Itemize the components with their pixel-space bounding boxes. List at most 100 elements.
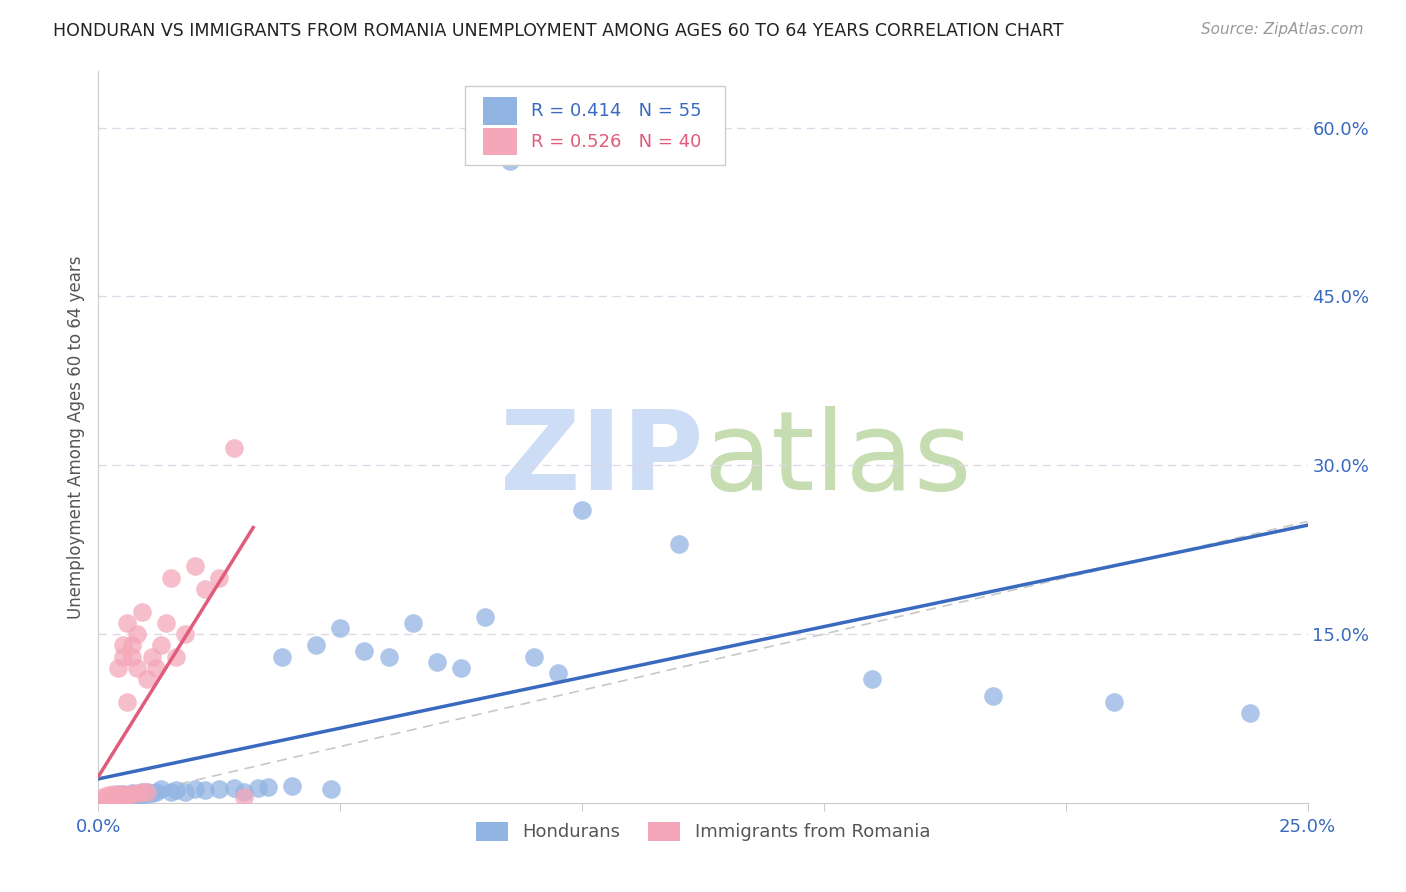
Point [111,789,134,803]
Point [141,649,163,664]
Point [523,649,546,664]
Bar [482,128,517,155]
Bar [482,97,517,125]
Point [547,666,569,681]
Point [111,789,134,803]
Point [150,638,173,652]
Point [127,788,149,802]
Point [150,782,173,797]
Point [107,791,129,805]
Point [131,788,153,802]
Point [353,644,375,658]
Point [131,605,153,619]
Point [329,621,352,635]
Point [107,787,129,801]
Point [91,790,114,805]
Text: R = 0.526   N = 40: R = 0.526 N = 40 [531,133,702,151]
Point [160,571,183,585]
Point [107,661,129,675]
Point [232,790,254,805]
Point [222,781,245,796]
Point [101,790,124,805]
Point [474,610,496,624]
Point [184,559,207,574]
Point [1239,706,1261,720]
Point [111,638,134,652]
Point [247,781,270,796]
Point [117,788,139,802]
Text: ZIP: ZIP [499,406,703,513]
Point [174,784,197,798]
Point [127,787,149,801]
Point [208,782,231,797]
Point [135,784,157,798]
Point [121,649,143,664]
Point [97,790,120,805]
Point [107,790,129,805]
Point [127,627,149,641]
Y-axis label: Unemployment Among Ages 60 to 64 years: Unemployment Among Ages 60 to 64 years [66,255,84,619]
Point [426,655,449,669]
Point [97,791,120,805]
Text: R = 0.414   N = 55: R = 0.414 N = 55 [531,102,702,120]
Point [111,790,134,805]
Point [145,784,167,798]
Point [121,786,143,800]
Point [97,788,120,802]
Point [91,792,114,806]
Point [131,784,153,798]
Point [402,615,425,630]
Point [127,786,149,800]
Point [256,780,278,794]
Point [97,792,120,806]
Point [208,571,231,585]
Point [121,787,143,801]
Point [981,689,1004,703]
Point [194,582,217,596]
Point [127,661,149,675]
Point [91,793,114,807]
Text: Source: ZipAtlas.com: Source: ZipAtlas.com [1201,22,1364,37]
Point [450,661,472,675]
Point [281,779,304,793]
Point [117,790,139,805]
Point [101,789,124,803]
Point [97,792,120,806]
Point [107,789,129,803]
Point [117,788,139,802]
Point [160,784,183,798]
Point [141,786,163,800]
Point [668,537,690,551]
Point [498,154,520,169]
Point [131,784,153,798]
Point [174,627,197,641]
Point [377,649,399,664]
Point [135,672,157,686]
Point [121,789,143,803]
Point [111,649,134,664]
Point [101,787,124,801]
Point [101,791,124,805]
Point [135,784,157,798]
Point [319,782,342,797]
Text: HONDURAN VS IMMIGRANTS FROM ROMANIA UNEMPLOYMENT AMONG AGES 60 TO 64 YEARS CORRE: HONDURAN VS IMMIGRANTS FROM ROMANIA UNEM… [53,22,1064,40]
Point [271,649,294,664]
Point [111,787,134,801]
Point [571,503,593,517]
Point [194,783,217,797]
Point [165,783,187,797]
FancyBboxPatch shape [465,86,724,165]
Point [101,792,124,806]
Point [117,615,139,630]
Point [111,787,134,801]
Point [135,787,157,801]
Point [184,782,207,797]
Point [155,615,177,630]
Point [305,638,328,652]
Point [1102,694,1125,708]
Legend: Hondurans, Immigrants from Romania: Hondurans, Immigrants from Romania [468,814,938,848]
Text: atlas: atlas [703,406,972,513]
Point [860,672,883,686]
Point [121,638,143,652]
Point [222,442,245,456]
